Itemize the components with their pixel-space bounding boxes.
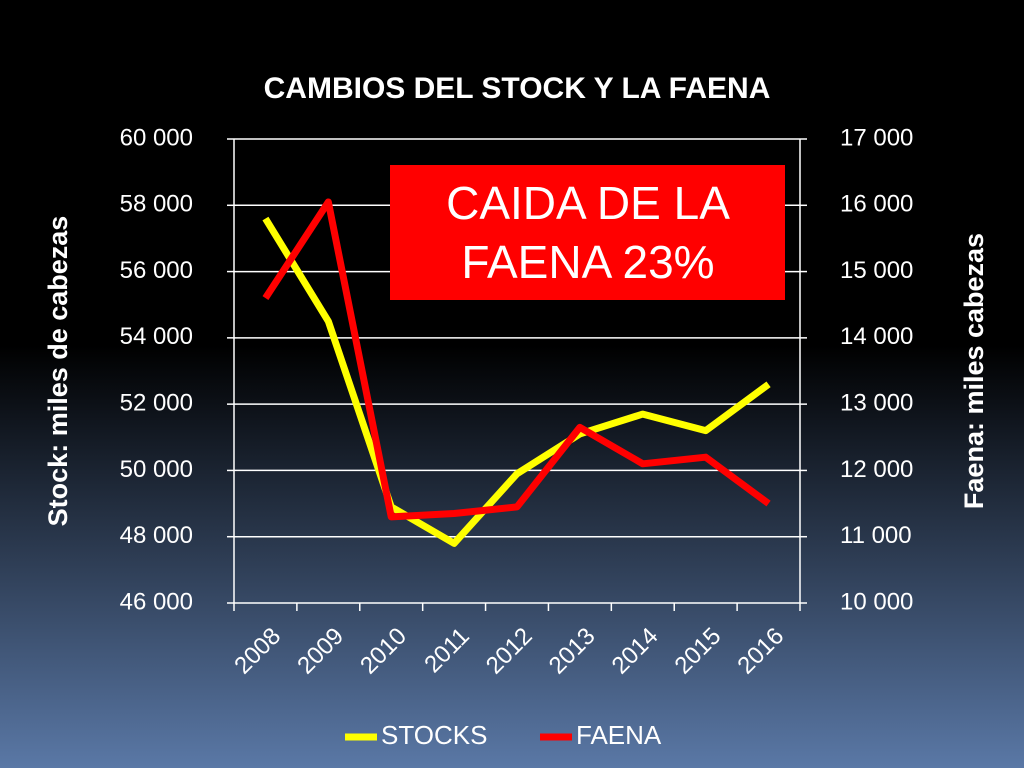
y2-tick-label: 16 000 — [840, 191, 913, 218]
y-tick-label: 48 000 — [120, 522, 193, 549]
series-line — [262, 198, 771, 521]
annotation-box — [390, 165, 785, 300]
series-line — [262, 216, 771, 547]
y-tick-label: 46 000 — [120, 588, 193, 615]
y2-tick-label: 14 000 — [840, 323, 913, 350]
y-tick-label: 56 000 — [120, 257, 193, 284]
y-tick-label: 54 000 — [120, 323, 193, 350]
y2-axis-title: Faena: miles cabezas — [959, 233, 989, 509]
y-tick-label: 50 000 — [120, 456, 193, 483]
y2-tick-label: 17 000 — [840, 124, 913, 151]
annotation: CAIDA DE LA — [446, 177, 730, 229]
legend-label: FAENA — [576, 720, 662, 750]
y-tick-label: 60 000 — [120, 124, 193, 151]
y2-tick-label: 13 000 — [840, 389, 913, 416]
annotation: FAENA 23% — [461, 236, 714, 288]
legend-label: STOCKS — [381, 720, 487, 750]
y2-tick-label: 15 000 — [840, 257, 913, 284]
y-axis-title: Stock: miles de cabezas — [43, 216, 73, 527]
y-tick-label: 52 000 — [120, 389, 193, 416]
y2-tick-label: 10 000 — [840, 588, 913, 615]
y-tick-label: 58 000 — [120, 191, 193, 218]
y2-tick-label: 11 000 — [840, 522, 912, 549]
y2-tick-label: 12 000 — [840, 456, 913, 483]
chart-title: CAMBIOS DEL STOCK Y LA FAENA — [264, 72, 771, 105]
